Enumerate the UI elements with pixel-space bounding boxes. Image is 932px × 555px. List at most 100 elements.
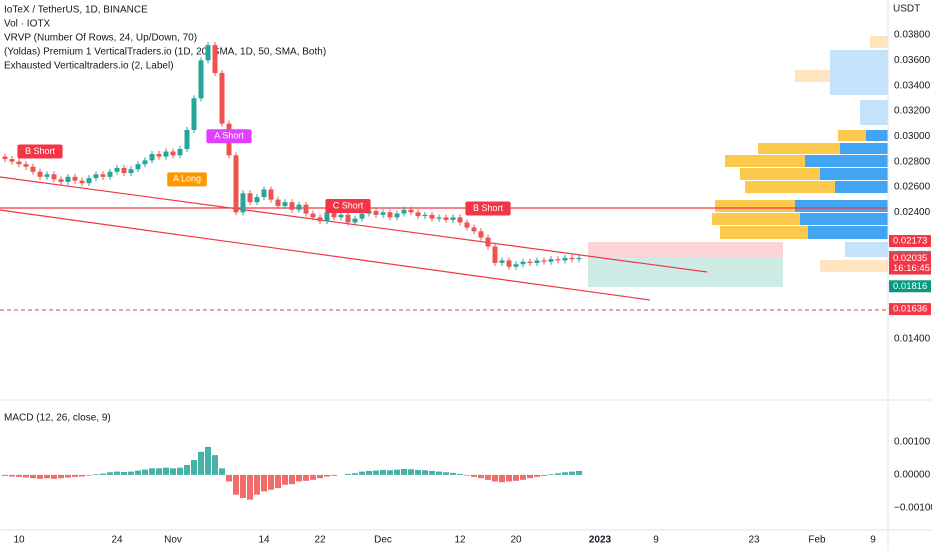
candle	[359, 213, 365, 219]
signal-label: A Long	[173, 174, 201, 184]
signal-label: A Short	[214, 131, 244, 141]
stop-zone	[588, 242, 783, 258]
x-tick-label: Feb	[808, 535, 826, 546]
signal-badge	[167, 172, 207, 187]
trendline	[0, 209, 651, 301]
indicator-label: (Yoldas) Premium 1 VerticalTraders.io (1…	[4, 47, 326, 58]
macd-bar	[9, 474, 15, 477]
macd-bar	[443, 472, 449, 475]
signal-label: B Short	[473, 203, 504, 213]
macd-bar	[513, 474, 519, 481]
x-tick-label: 2023	[589, 535, 612, 546]
macd-bar	[58, 474, 64, 479]
price-label-box	[889, 280, 931, 293]
x-tick-label: 10	[13, 535, 25, 546]
indicator-label: Exhausted Verticaltraders.io (2, Label)	[4, 61, 174, 72]
candle	[506, 260, 512, 267]
candle	[289, 202, 295, 210]
candle	[51, 174, 57, 180]
macd-bar	[464, 474, 470, 476]
macd-bar	[121, 471, 127, 475]
candle	[380, 212, 386, 215]
macd-bar	[93, 474, 99, 475]
candle	[16, 161, 22, 165]
macd-bar	[107, 472, 113, 475]
y-tick-label: 0.01400	[894, 334, 931, 345]
candle	[513, 264, 519, 267]
y-tick-label: 0.03400	[894, 80, 931, 91]
macd-bar	[422, 470, 428, 475]
candle	[464, 222, 470, 228]
y-tick-label: 0.00100	[894, 437, 931, 448]
macd-bar	[499, 474, 505, 483]
candle	[296, 204, 302, 210]
candle	[499, 260, 505, 263]
macd-bar	[408, 469, 414, 475]
candle	[86, 178, 92, 184]
y-tick-label: 0.00000	[894, 470, 931, 481]
target-zone	[588, 258, 783, 287]
macd-bar	[303, 474, 309, 481]
macd-bar	[163, 467, 169, 475]
x-tick-label: Dec	[374, 535, 392, 546]
macd-bar	[450, 472, 456, 475]
macd-bar	[226, 474, 232, 482]
macd-bar	[576, 470, 582, 475]
macd-bar	[317, 474, 323, 479]
x-tick-label: 9	[870, 535, 876, 546]
candle	[548, 259, 554, 262]
macd-bar	[415, 469, 421, 475]
candle	[107, 171, 113, 177]
macd-bar	[275, 474, 281, 489]
macd-bar	[324, 474, 330, 477]
y-tick-label: 0.02600	[894, 182, 931, 193]
macd-bar	[254, 474, 260, 495]
candle	[23, 164, 29, 167]
macd-bar	[2, 474, 8, 476]
macd-bar	[79, 474, 85, 477]
macd-bar	[149, 468, 155, 475]
candle	[191, 98, 197, 130]
candle	[121, 167, 127, 174]
candle	[240, 193, 246, 213]
price-label: 0.02035	[893, 253, 927, 264]
macd-bar	[128, 471, 134, 475]
signal-label: B Short	[25, 146, 56, 156]
macd-bar	[86, 474, 92, 476]
indicator-label: VRVP (Number Of Rows, 24, Up/Down, 70)	[4, 33, 197, 44]
macd-bar	[373, 470, 379, 475]
price-label-box	[889, 235, 931, 248]
macd-title: MACD (12, 26, close, 9)	[4, 413, 111, 424]
macd-bar	[485, 474, 491, 480]
candle	[569, 257, 575, 260]
candle	[79, 180, 85, 184]
macd-bar	[471, 474, 477, 477]
price-label: 0.02173	[893, 236, 927, 247]
macd-bar	[527, 474, 533, 479]
candle	[100, 174, 106, 177]
candle	[471, 227, 477, 232]
macd-bar	[289, 474, 295, 485]
candle	[387, 212, 393, 218]
x-tick-label: 20	[510, 535, 522, 546]
candle	[317, 217, 323, 222]
candle	[135, 164, 141, 170]
y-tick-label: 0.03200	[894, 106, 931, 117]
candle	[415, 212, 421, 217]
signal-badge	[465, 201, 511, 216]
macd-bar	[261, 474, 267, 492]
macd-bar	[72, 474, 78, 477]
candle	[149, 154, 155, 161]
x-tick-label: Nov	[164, 535, 182, 546]
candle	[65, 176, 71, 182]
candle	[352, 218, 358, 223]
macd-bar	[478, 474, 484, 479]
candle	[128, 169, 134, 174]
macd-bar	[191, 460, 197, 475]
candle	[478, 231, 484, 238]
candle	[184, 129, 190, 149]
candle	[436, 217, 442, 219]
candle	[408, 209, 414, 213]
macd-bar	[562, 472, 568, 475]
y-tick-label: 0.02400	[894, 207, 931, 218]
